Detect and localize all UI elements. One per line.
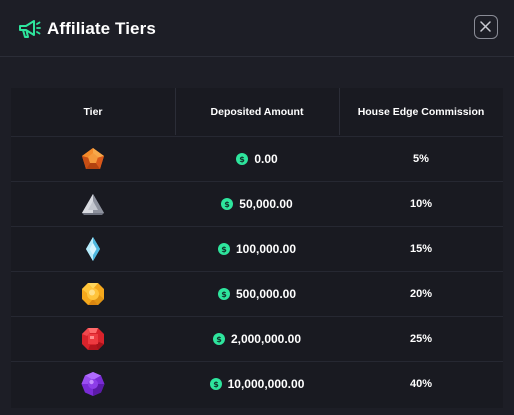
bronze-gem-icon: [82, 148, 104, 169]
table-row: $ 500,000.00 20%: [11, 271, 503, 316]
column-header-commission: House Edge Commission: [357, 106, 485, 118]
svg-text:$: $: [221, 245, 227, 254]
table-row: $ 100,000.00 15%: [11, 226, 503, 271]
table-row: $ 2,000,000.00 25%: [11, 316, 503, 361]
dollar-coin-icon: $: [236, 153, 249, 165]
tiers-table: Tier Deposited Amount House Edge Commiss…: [11, 88, 503, 408]
svg-text:$: $: [240, 155, 246, 164]
svg-text:$: $: [216, 335, 222, 344]
deposited-amount: 10,000,000.00: [227, 377, 305, 391]
close-button[interactable]: [474, 15, 498, 39]
dollar-coin-icon: $: [217, 243, 230, 255]
svg-text:$: $: [225, 200, 231, 209]
column-header-tier: Tier: [83, 106, 103, 118]
commission-value: 20%: [409, 288, 433, 300]
deposited-amount: 0.00: [254, 152, 278, 166]
dollar-coin-icon: $: [209, 378, 222, 390]
deposited-amount: 2,000,000.00: [230, 332, 302, 346]
dollar-coin-icon: $: [217, 288, 230, 300]
column-divider: [175, 88, 176, 135]
svg-text:$: $: [221, 290, 227, 299]
commission-value: 5%: [413, 153, 429, 165]
commission-value: 25%: [409, 333, 433, 345]
table-row: $ 50,000.00 10%: [11, 181, 503, 226]
table-row: $ 10,000,000.00 40%: [11, 361, 503, 406]
table-row: $ 0.00 5%: [11, 136, 503, 181]
commission-value: 40%: [409, 378, 433, 390]
modal-title: Affiliate Tiers: [47, 19, 156, 38]
column-divider: [339, 88, 340, 135]
commission-value: 15%: [409, 243, 433, 255]
deposited-amount: 50,000.00: [239, 197, 293, 211]
gold-gem-icon: [82, 283, 104, 305]
dollar-coin-icon: $: [212, 333, 225, 345]
commission-value: 10%: [409, 198, 433, 210]
dollar-coin-icon: $: [221, 198, 234, 210]
ruby-gem-icon: [82, 328, 104, 350]
diamond-gem-icon: [86, 237, 100, 261]
amethyst-gem-icon: [81, 372, 105, 396]
deposited-amount: 100,000.00: [235, 242, 297, 256]
silver-gem-icon: [82, 194, 104, 215]
megaphone-icon: [19, 20, 41, 38]
column-header-deposited-amount: Deposited Amount: [210, 106, 304, 118]
close-icon: [480, 21, 491, 32]
deposited-amount: 500,000.00: [235, 287, 297, 301]
svg-text:$: $: [213, 380, 219, 389]
modal-header: Affiliate Tiers: [0, 0, 514, 57]
